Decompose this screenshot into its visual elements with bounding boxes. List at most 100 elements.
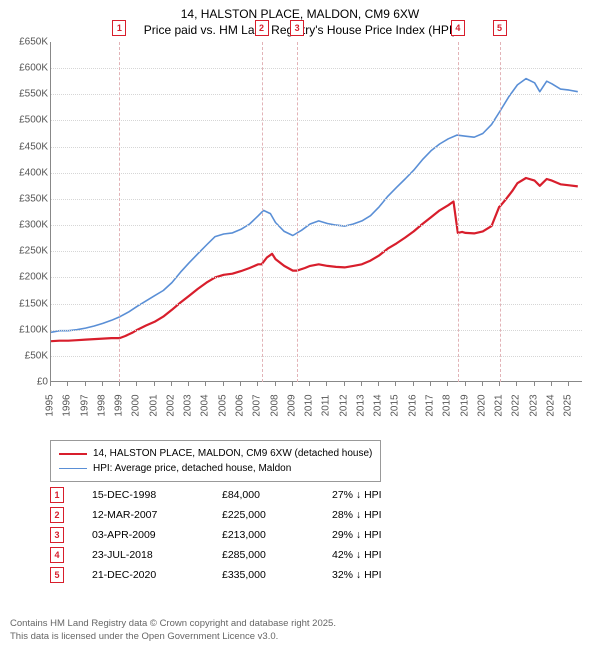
x-tick — [430, 382, 431, 386]
sale-diff: 42% ↓ HPI — [332, 549, 422, 561]
x-axis-label: 2001 — [148, 394, 159, 416]
x-axis-label: 2012 — [338, 394, 349, 416]
x-axis-label: 2014 — [373, 394, 384, 416]
sale-vline — [262, 42, 263, 382]
sale-price: £335,000 — [222, 569, 332, 581]
x-axis-label: 2009 — [286, 394, 297, 416]
footer-line-2: This data is licensed under the Open Gov… — [10, 631, 336, 644]
x-tick — [465, 382, 466, 386]
x-tick — [240, 382, 241, 386]
x-axis-label: 2023 — [528, 394, 539, 416]
x-axis-label: 2003 — [183, 394, 194, 416]
sale-price: £213,000 — [222, 529, 332, 541]
legend-label: HPI: Average price, detached house, Mald… — [93, 461, 291, 476]
y-gridline — [51, 173, 582, 174]
sale-date: 03-APR-2009 — [92, 529, 222, 541]
sale-row: 212-MAR-2007£225,00028% ↓ HPI — [50, 505, 422, 525]
sale-marker: 5 — [493, 20, 507, 36]
sale-date: 15-DEC-1998 — [92, 489, 222, 501]
x-axis-label: 2017 — [425, 394, 436, 416]
x-tick — [136, 382, 137, 386]
y-gridline — [51, 356, 582, 357]
y-axis-label: £600K — [4, 63, 48, 74]
sale-diff: 29% ↓ HPI — [332, 529, 422, 541]
y-gridline — [51, 304, 582, 305]
sale-vline — [119, 42, 120, 382]
x-axis-label: 2020 — [476, 394, 487, 416]
x-tick — [188, 382, 189, 386]
x-axis-label: 2019 — [459, 394, 470, 416]
y-gridline — [51, 94, 582, 95]
x-axis-label: 1998 — [96, 394, 107, 416]
y-axis-label: £250K — [4, 246, 48, 257]
line-svg — [51, 42, 583, 382]
x-tick — [326, 382, 327, 386]
sale-row: 115-DEC-1998£84,00027% ↓ HPI — [50, 485, 422, 505]
sale-diff: 28% ↓ HPI — [332, 509, 422, 521]
x-tick — [275, 382, 276, 386]
x-tick — [171, 382, 172, 386]
sales-table: 115-DEC-1998£84,00027% ↓ HPI 2 12-MAR-2007… — [50, 485, 422, 585]
y-axis-label: £0 — [4, 377, 48, 388]
y-gridline — [51, 68, 582, 69]
legend-label: 14, HALSTON PLACE, MALDON, CM9 6XW (deta… — [93, 446, 372, 461]
y-gridline — [51, 225, 582, 226]
legend: 14, HALSTON PLACE, MALDON, CM9 6XW (deta… — [50, 440, 381, 482]
y-axis-label: £650K — [4, 37, 48, 48]
sale-vline — [458, 42, 459, 382]
x-tick — [516, 382, 517, 386]
legend-item: 14, HALSTON PLACE, MALDON, CM9 6XW (deta… — [59, 446, 372, 461]
x-tick — [154, 382, 155, 386]
sale-marker: 4 — [451, 20, 465, 36]
sale-vline — [297, 42, 298, 382]
x-tick — [292, 382, 293, 386]
y-gridline — [51, 277, 582, 278]
y-gridline — [51, 199, 582, 200]
sale-marker: 1 — [112, 20, 126, 36]
x-tick — [413, 382, 414, 386]
sale-index: 4 — [50, 547, 64, 563]
legend-swatch — [59, 468, 87, 469]
sale-marker: 2 — [255, 20, 269, 36]
x-axis-label: 2008 — [269, 394, 280, 416]
sale-index: 2 — [50, 507, 64, 523]
sale-row: 521-DEC-2020£335,00032% ↓ HPI — [50, 565, 422, 585]
x-tick — [119, 382, 120, 386]
x-tick — [482, 382, 483, 386]
x-axis-label: 2002 — [165, 394, 176, 416]
sale-date: 12-MAR-2007 — [92, 509, 222, 521]
x-axis-label: 1996 — [62, 394, 73, 416]
x-tick — [223, 382, 224, 386]
y-axis-label: £150K — [4, 298, 48, 309]
y-axis-label: £550K — [4, 89, 48, 100]
x-tick — [534, 382, 535, 386]
x-axis-label: 2022 — [511, 394, 522, 416]
y-gridline — [51, 251, 582, 252]
x-axis-label: 2025 — [563, 394, 574, 416]
sale-diff: 27% ↓ HPI — [332, 489, 422, 501]
y-axis-label: £200K — [4, 272, 48, 283]
x-tick — [378, 382, 379, 386]
x-axis-label: 1997 — [79, 394, 90, 416]
x-axis-label: 2013 — [355, 394, 366, 416]
sale-index: 5 — [50, 567, 64, 583]
x-tick — [309, 382, 310, 386]
x-tick — [395, 382, 396, 386]
legend-swatch — [59, 453, 87, 455]
x-tick — [50, 382, 51, 386]
x-axis-label: 2018 — [442, 394, 453, 416]
sale-marker: 3 — [290, 20, 304, 36]
x-tick — [205, 382, 206, 386]
sale-index: 3 — [50, 527, 64, 543]
x-axis-label: 2010 — [304, 394, 315, 416]
x-axis-label: 2011 — [321, 395, 332, 417]
sale-vline — [500, 42, 501, 382]
y-axis-label: £300K — [4, 220, 48, 231]
x-axis-label: 1999 — [114, 394, 125, 416]
sale-date: 21-DEC-2020 — [92, 569, 222, 581]
y-gridline — [51, 147, 582, 148]
sale-price: £285,000 — [222, 549, 332, 561]
y-axis-label: £100K — [4, 324, 48, 335]
chart-area: £0£50K£100K£150K£200K£250K£300K£350K£400… — [0, 42, 600, 420]
y-axis-label: £50K — [4, 350, 48, 361]
